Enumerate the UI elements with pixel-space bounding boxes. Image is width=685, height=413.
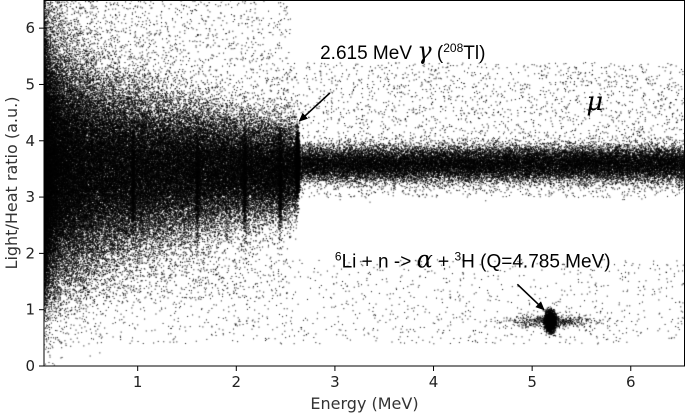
y-tick-label: 4 — [25, 132, 35, 150]
annotation-part: γ — [417, 37, 432, 65]
annotation-part: μ — [586, 87, 603, 117]
scatter-point-cloud — [44, 0, 685, 366]
annotation-part: ( — [432, 43, 444, 64]
y-tick-label: 1 — [25, 301, 35, 319]
x-tick-label: 6 — [626, 373, 636, 391]
annotation-part: Li + n -> — [342, 251, 417, 272]
annotation-part: α — [417, 245, 433, 273]
y-axis-label: Light/Heat ratio (a.u.) — [2, 97, 21, 270]
annotation-part: + — [433, 251, 455, 272]
annotation-arrow — [298, 92, 331, 122]
annotation-li-capture: 6Li + n -> α + 3H (Q=4.785 MeV) — [335, 245, 611, 273]
x-axis: 1 2 3 4 5 6 — [133, 366, 636, 391]
annotation-part: 2.615 MeV — [320, 43, 417, 64]
y-axis: 0 1 2 3 4 5 6 — [25, 19, 44, 375]
y-tick-label: 5 — [25, 75, 35, 93]
x-axis-label: Energy (MeV) — [310, 394, 418, 413]
y-tick-label: 0 — [25, 357, 35, 375]
x-tick-label: 3 — [330, 373, 340, 391]
annotation-part: Tl) — [463, 43, 485, 64]
scatter-points — [44, 0, 685, 366]
annotations: 2.615 MeV γ (208Tl) 6Li + n -> α + 3H (Q=… — [298, 37, 611, 311]
annotation-arrow — [516, 283, 545, 311]
annotation-muon: μ — [586, 87, 603, 117]
x-tick-label: 4 — [429, 373, 439, 391]
annotation-part: H (Q=4.785 MeV) — [461, 251, 610, 272]
y-tick-label: 3 — [25, 188, 35, 206]
y-tick-label: 2 — [25, 244, 35, 262]
y-tick-label: 6 — [25, 19, 35, 37]
x-tick-label: 2 — [232, 373, 242, 391]
annotation-part: 6 — [335, 249, 342, 263]
annotation-part: 208 — [443, 41, 463, 55]
annotation-tl-line: 2.615 MeV γ (208Tl) — [320, 37, 485, 65]
annotation-part: 3 — [454, 249, 461, 263]
x-tick-label: 5 — [527, 373, 537, 391]
x-tick-label: 1 — [133, 373, 143, 391]
